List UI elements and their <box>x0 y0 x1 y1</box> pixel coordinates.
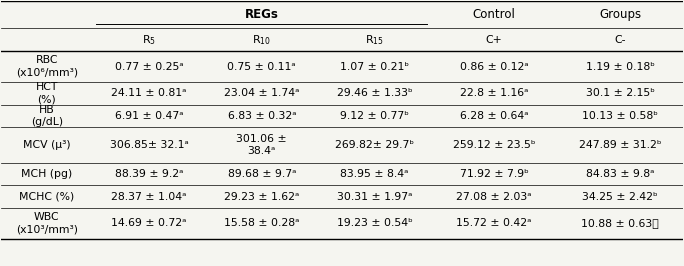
Text: WBC
(x10³/mm³): WBC (x10³/mm³) <box>16 212 78 235</box>
Text: 23.04 ± 1.74ᵃ: 23.04 ± 1.74ᵃ <box>224 88 300 98</box>
Text: 27.08 ± 2.03ᵃ: 27.08 ± 2.03ᵃ <box>456 192 531 202</box>
Text: MCV (μ³): MCV (μ³) <box>23 140 70 150</box>
Text: 30.31 ± 1.97ᵃ: 30.31 ± 1.97ᵃ <box>337 192 412 202</box>
Text: HCT
(%): HCT (%) <box>36 82 58 105</box>
Text: C+: C+ <box>486 35 502 45</box>
Text: 259.12 ± 23.5ᵇ: 259.12 ± 23.5ᵇ <box>453 140 535 150</box>
Text: 89.68 ± 9.7ᵃ: 89.68 ± 9.7ᵃ <box>228 169 296 179</box>
Text: 15.72 ± 0.42ᵃ: 15.72 ± 0.42ᵃ <box>456 218 531 228</box>
Text: R$_{10}$: R$_{10}$ <box>252 33 272 47</box>
Text: 28.37 ± 1.04ᵃ: 28.37 ± 1.04ᵃ <box>111 192 187 202</box>
Text: 30.1 ± 2.15ᵇ: 30.1 ± 2.15ᵇ <box>586 88 655 98</box>
Text: 10.13 ± 0.58ᵇ: 10.13 ± 0.58ᵇ <box>582 111 658 121</box>
Text: 24.11 ± 0.81ᵃ: 24.11 ± 0.81ᵃ <box>111 88 187 98</box>
Text: 10.88 ± 0.63ၣ: 10.88 ± 0.63ၣ <box>581 218 659 228</box>
Text: 9.12 ± 0.77ᵇ: 9.12 ± 0.77ᵇ <box>340 111 409 121</box>
Text: R$_5$: R$_5$ <box>142 33 156 47</box>
Text: 29.46 ± 1.33ᵇ: 29.46 ± 1.33ᵇ <box>337 88 412 98</box>
Text: 0.75 ± 0.11ᵃ: 0.75 ± 0.11ᵃ <box>228 62 296 72</box>
Text: Groups: Groups <box>599 8 641 21</box>
Text: Control: Control <box>473 8 515 21</box>
Text: 269.82± 29.7ᵇ: 269.82± 29.7ᵇ <box>335 140 414 150</box>
Text: 1.07 ± 0.21ᵇ: 1.07 ± 0.21ᵇ <box>340 62 409 72</box>
Text: 83.95 ± 8.4ᵃ: 83.95 ± 8.4ᵃ <box>340 169 408 179</box>
Text: 6.91 ± 0.47ᵃ: 6.91 ± 0.47ᵃ <box>115 111 183 121</box>
Text: 306.85± 32.1ᵃ: 306.85± 32.1ᵃ <box>110 140 189 150</box>
Text: 15.58 ± 0.28ᵃ: 15.58 ± 0.28ᵃ <box>224 218 300 228</box>
Text: 301.06 ±
38.4ᵃ: 301.06 ± 38.4ᵃ <box>237 134 287 156</box>
Text: C-: C- <box>614 35 626 45</box>
Text: 6.83 ± 0.32ᵃ: 6.83 ± 0.32ᵃ <box>228 111 296 121</box>
Text: MCHC (%): MCHC (%) <box>19 192 75 202</box>
Text: 22.8 ± 1.16ᵃ: 22.8 ± 1.16ᵃ <box>460 88 528 98</box>
Text: HB
(g/dL): HB (g/dL) <box>31 105 63 127</box>
Text: 0.77 ± 0.25ᵃ: 0.77 ± 0.25ᵃ <box>115 62 183 72</box>
Text: 88.39 ± 9.2ᵃ: 88.39 ± 9.2ᵃ <box>115 169 183 179</box>
Text: 84.83 ± 9.8ᵃ: 84.83 ± 9.8ᵃ <box>586 169 655 179</box>
Text: 29.23 ± 1.62ᵃ: 29.23 ± 1.62ᵃ <box>224 192 300 202</box>
Text: R$_{15}$: R$_{15}$ <box>365 33 384 47</box>
Text: REGs: REGs <box>245 8 279 21</box>
Text: RBC
(x10⁶/mm³): RBC (x10⁶/mm³) <box>16 55 78 78</box>
Text: 19.23 ± 0.54ᵇ: 19.23 ± 0.54ᵇ <box>337 218 412 228</box>
Text: 247.89 ± 31.2ᵇ: 247.89 ± 31.2ᵇ <box>579 140 661 150</box>
Text: 1.19 ± 0.18ᵇ: 1.19 ± 0.18ᵇ <box>586 62 655 72</box>
Text: 34.25 ± 2.42ᵇ: 34.25 ± 2.42ᵇ <box>582 192 658 202</box>
Text: 6.28 ± 0.64ᵃ: 6.28 ± 0.64ᵃ <box>460 111 528 121</box>
Text: 14.69 ± 0.72ᵃ: 14.69 ± 0.72ᵃ <box>111 218 187 228</box>
Text: 0.86 ± 0.12ᵃ: 0.86 ± 0.12ᵃ <box>460 62 528 72</box>
Text: MCH (pg): MCH (pg) <box>21 169 73 179</box>
Text: 71.92 ± 7.9ᵇ: 71.92 ± 7.9ᵇ <box>460 169 528 179</box>
